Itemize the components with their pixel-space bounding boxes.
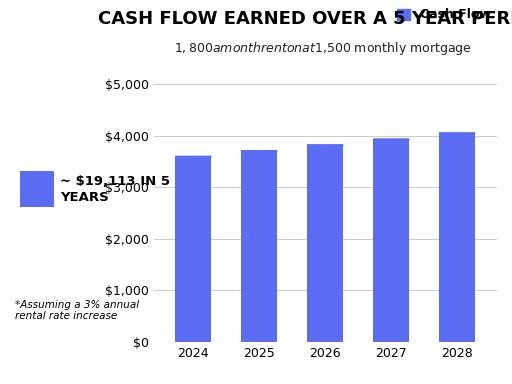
Bar (241, 151, 278, 342)
Bar (175, 157, 211, 342)
Bar (439, 133, 475, 342)
Text: *Assuming a 3% annual
rental rate increase: *Assuming a 3% annual rental rate increa… (15, 300, 139, 321)
Legend: Cash Flow: Cash Flow (397, 8, 490, 22)
Text: ~ $19,113 IN 5: ~ $19,113 IN 5 (60, 175, 170, 188)
Text: CASH FLOW EARNED OVER A 5 YEAR PERIOD: CASH FLOW EARNED OVER A 5 YEAR PERIOD (98, 10, 512, 28)
Bar (307, 145, 343, 342)
Bar (373, 139, 409, 342)
Text: $1,800 a month rent on at $1,500 monthly mortgage: $1,800 a month rent on at $1,500 monthly… (174, 40, 472, 57)
Text: YEARS: YEARS (60, 190, 109, 204)
